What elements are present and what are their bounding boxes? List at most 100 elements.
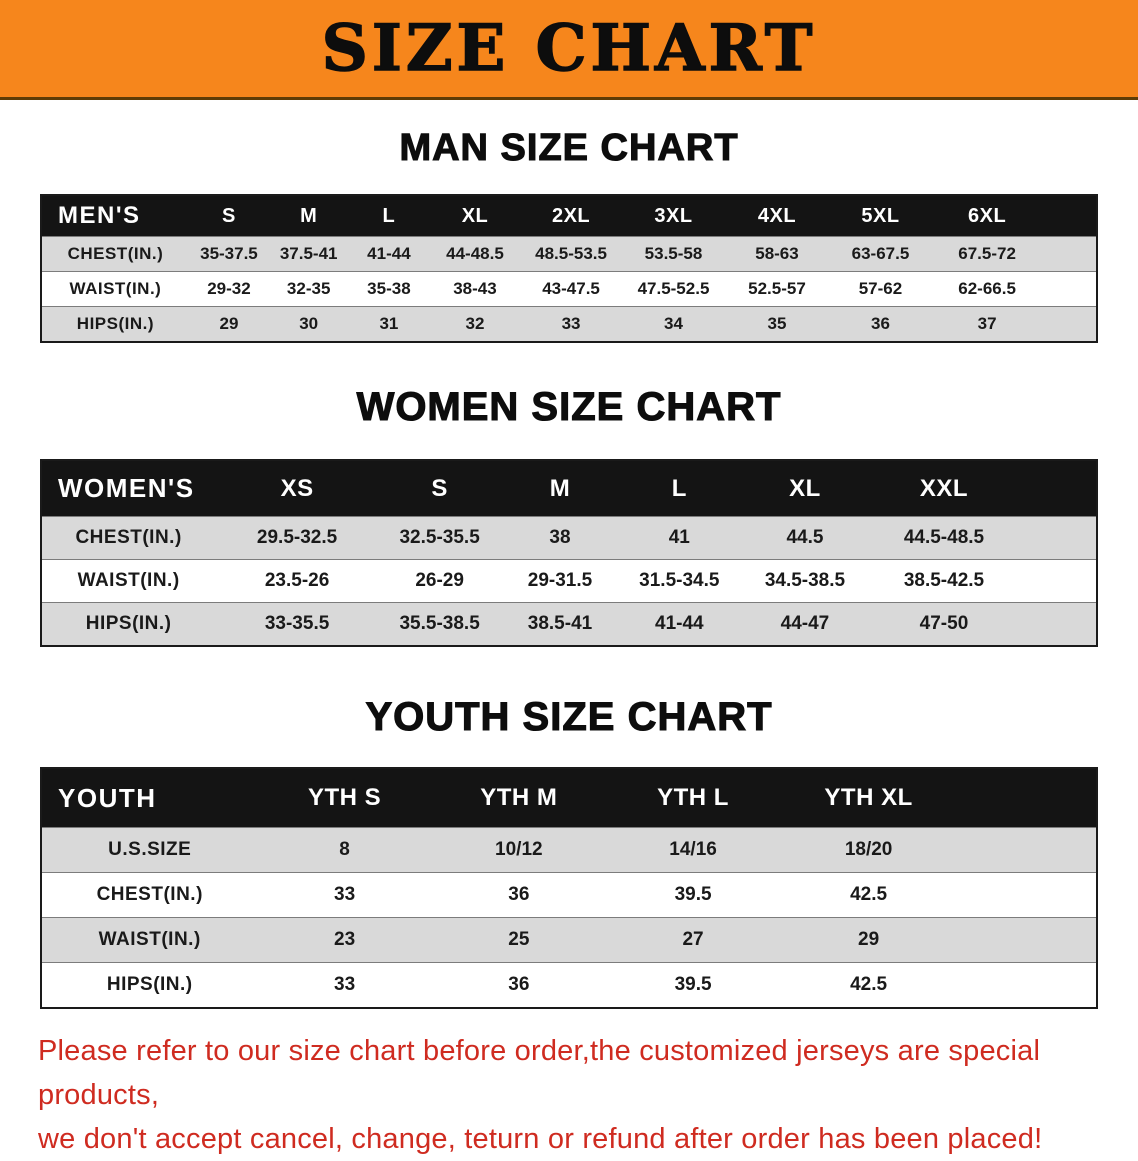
value-cell: 23.5-26 xyxy=(264,570,330,592)
size-header-cell: YTH S xyxy=(257,767,432,828)
table-row: HIPS(IN.) 33-35.5 35.5-38.5 38.5-41 41-44 44-… xyxy=(41,602,1097,646)
value-cell: 63-67.5 xyxy=(851,244,910,264)
size-chart-banner: SIZE CHART xyxy=(0,0,1138,100)
size-header-cell: 2XL xyxy=(520,194,622,237)
row-label-cell: HIPS(IN.) xyxy=(85,613,172,635)
value-cell: 36 xyxy=(508,974,530,996)
size-header-cell: 6XL xyxy=(932,194,1097,237)
row-label-cell: CHEST(IN.) xyxy=(67,244,164,264)
value-cell: 29.5-32.5 xyxy=(256,527,338,549)
youth-chart-heading: YOUTH SIZE CHART xyxy=(365,694,773,739)
value-cell: 32.5-35.5 xyxy=(399,527,480,549)
value-cell: 29 xyxy=(858,929,880,951)
row-label-cell: WAIST(IN.) xyxy=(98,929,201,951)
value-cell: 44.5-48.5 xyxy=(903,527,985,549)
value-cell: 36 xyxy=(871,314,890,334)
size-header-cell: XXL xyxy=(870,459,1097,517)
order-note: Please refer to our size chart before or… xyxy=(38,1029,1138,1161)
table-row: WAIST(IN.) 23.5-26 26-29 29-31.5 31.5-34.5 34… xyxy=(41,559,1097,603)
value-cell: 48.5-53.5 xyxy=(535,244,607,264)
table-header-row: YOUTH YTH S YTH M YTH L YTH XL xyxy=(41,767,1097,828)
man-chart-heading: MAN SIZE CHART xyxy=(399,127,739,170)
size-header-cell: M xyxy=(500,459,620,517)
table-title-cell: YOUTH xyxy=(41,767,258,828)
row-label-cell: CHEST(IN.) xyxy=(96,884,203,906)
value-cell: 23 xyxy=(334,929,356,951)
value-cell: 14/16 xyxy=(669,839,717,861)
man-size-table: MEN'S S M L XL 2XL 3XL 4XL 5XL 6XL CHEST(IN.) 35-37… xyxy=(40,193,1098,343)
row-label-cell: WAIST(IN.) xyxy=(77,570,180,592)
value-cell: 53.5-58 xyxy=(644,244,703,264)
value-cell: 30 xyxy=(299,314,319,334)
page-title: SIZE CHART xyxy=(321,10,817,86)
value-cell: 29 xyxy=(219,314,239,334)
value-cell: 29-32 xyxy=(207,279,251,299)
note-line-1: Please refer to our size chart before or… xyxy=(38,1034,1041,1111)
size-header-cell: L xyxy=(348,194,430,237)
value-cell: 33 xyxy=(561,314,581,334)
value-cell: 42.5 xyxy=(850,974,888,996)
value-cell: 41 xyxy=(668,527,690,549)
size-header-cell: 3XL xyxy=(621,194,726,237)
youth-size-table: YOUTH YTH S YTH M YTH L YTH XL U.S.SIZE 8 10/12… xyxy=(40,766,1098,1009)
row-label-cell: WAIST(IN.) xyxy=(69,279,162,299)
table-row: CHEST(IN.) 35-37.5 37.5-41 41-44 44-48.5 48.5… xyxy=(41,236,1097,272)
note-line-2: we don't accept cancel, change, teturn o… xyxy=(38,1122,1043,1155)
value-cell: 47-50 xyxy=(919,613,969,635)
table-row: U.S.SIZE 8 10/12 14/16 18/20 xyxy=(41,827,1097,873)
value-cell: 29-31.5 xyxy=(527,570,593,592)
table-title-cell: MEN'S xyxy=(41,194,189,237)
size-header-cell: S xyxy=(188,194,270,237)
value-cell: 47.5-52.5 xyxy=(637,279,710,299)
table-header-row: MEN'S S M L XL 2XL 3XL 4XL 5XL 6XL xyxy=(41,194,1097,237)
size-header-cell: YTH XL xyxy=(780,767,1097,828)
value-cell: 41-44 xyxy=(367,244,411,264)
table-row: CHEST(IN.) 29.5-32.5 32.5-35.5 38 41 44.5 44.5… xyxy=(41,516,1097,560)
value-cell: 44-48.5 xyxy=(446,244,504,264)
value-cell: 44.5 xyxy=(786,527,824,549)
value-cell: 38.5-41 xyxy=(527,613,593,635)
value-cell: 67.5-72 xyxy=(958,244,1016,264)
value-cell: 52.5-57 xyxy=(748,279,806,299)
size-header-cell: XS xyxy=(215,459,379,517)
size-header-cell: 4XL xyxy=(725,194,829,237)
value-cell: 34 xyxy=(664,314,683,334)
table-row: WAIST(IN.) 23 25 27 29 xyxy=(41,917,1097,963)
value-cell: 39.5 xyxy=(674,974,712,996)
value-cell: 31.5-34.5 xyxy=(639,570,720,592)
table-row: WAIST(IN.) 29-32 32-35 35-38 38-43 43-47.5 47.… xyxy=(41,271,1097,307)
value-cell: 35-37.5 xyxy=(200,244,258,264)
size-header-cell: S xyxy=(378,459,501,517)
value-cell: 18/20 xyxy=(844,839,893,861)
value-cell: 41-44 xyxy=(655,613,704,635)
value-cell: 57-62 xyxy=(858,279,903,299)
value-cell: 58-63 xyxy=(755,244,799,264)
table-row: HIPS(IN.) 33 36 39.5 42.5 xyxy=(41,962,1097,1008)
size-header-cell: M xyxy=(269,194,349,237)
value-cell: 44-47 xyxy=(780,613,830,635)
value-cell: 35 xyxy=(767,314,787,334)
youth-size-section: YOUTH SIZE CHART YOUTH YTH S YTH M YTH L YTH… xyxy=(0,694,1138,1009)
value-cell: 42.5 xyxy=(850,884,888,906)
value-cell: 33 xyxy=(334,974,356,996)
table-title-cell: WOMEN'S xyxy=(41,459,216,517)
row-label-cell: HIPS(IN.) xyxy=(106,974,193,996)
women-chart-heading: WOMEN SIZE CHART xyxy=(356,384,782,429)
value-cell: 10/12 xyxy=(495,839,543,861)
size-header-cell: 5XL xyxy=(828,194,933,237)
value-cell: 33-35.5 xyxy=(264,613,330,635)
value-cell: 25 xyxy=(508,929,530,951)
value-cell: 36 xyxy=(508,884,530,906)
value-cell: 35.5-38.5 xyxy=(399,613,480,635)
value-cell: 8 xyxy=(339,839,350,861)
table-row: HIPS(IN.) 29 30 31 32 33 34 35 36 37 xyxy=(41,306,1097,342)
value-cell: 37.5-41 xyxy=(279,244,338,264)
row-label-cell: U.S.SIZE xyxy=(108,839,192,861)
size-header-cell: L xyxy=(619,459,739,517)
value-cell: 32-35 xyxy=(286,279,331,299)
women-size-table: WOMEN'S XS S M L XL XXL CHEST(IN.) 29.5-32.5 32.5… xyxy=(40,458,1098,647)
value-cell: 31 xyxy=(379,314,399,334)
size-header-cell: YTH M xyxy=(431,767,606,828)
row-label-cell: CHEST(IN.) xyxy=(75,527,182,549)
